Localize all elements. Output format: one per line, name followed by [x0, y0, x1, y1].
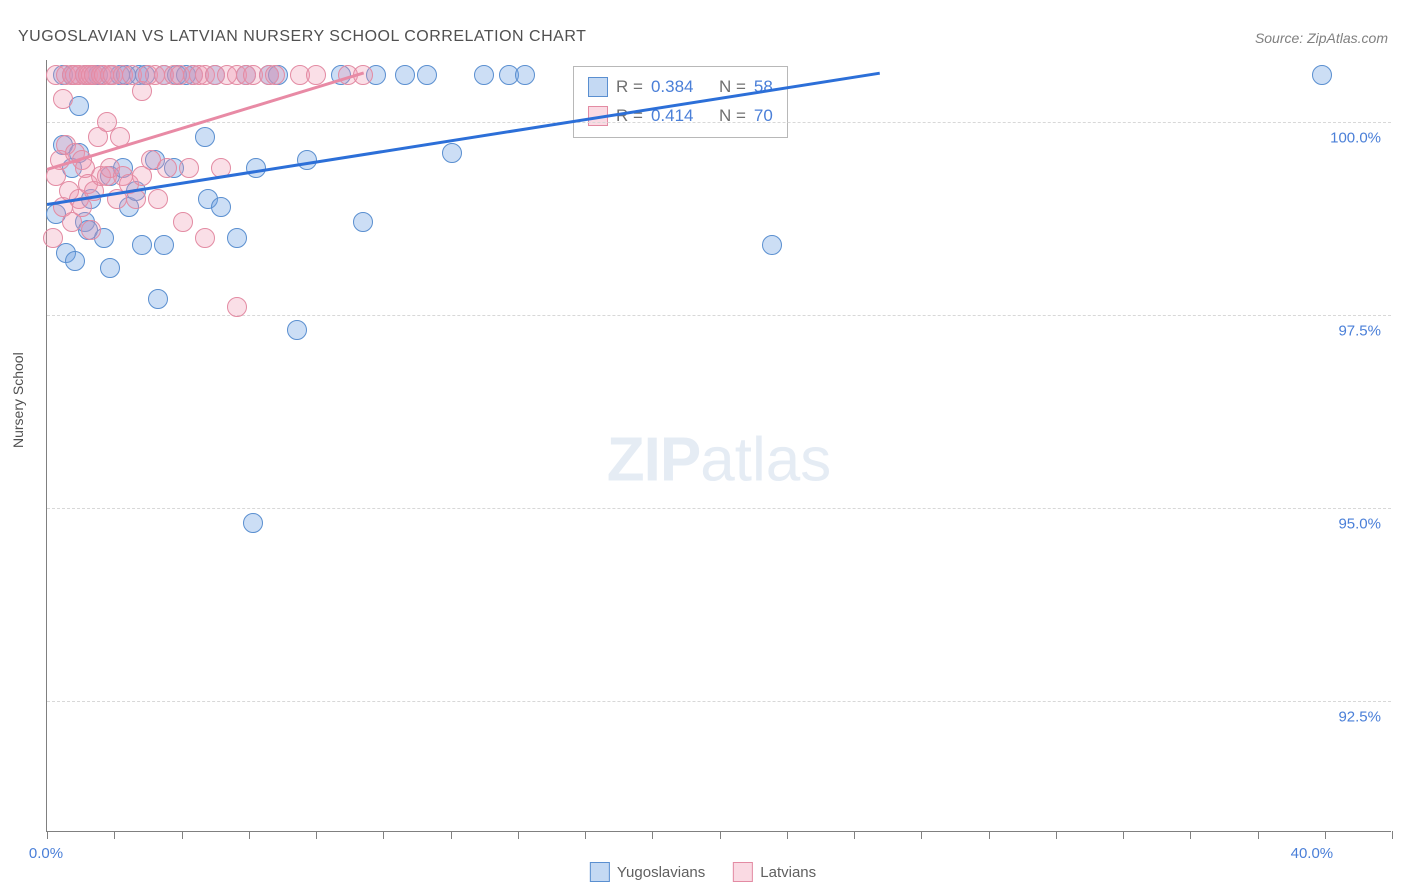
data-point-yugoslavians	[515, 65, 535, 85]
data-point-latvians	[265, 65, 285, 85]
data-point-yugoslavians	[243, 513, 263, 533]
x-tick	[316, 831, 317, 839]
data-point-latvians	[157, 158, 177, 178]
data-point-yugoslavians	[287, 320, 307, 340]
x-tick	[787, 831, 788, 839]
watermark-light: atlas	[700, 426, 831, 495]
data-point-yugoslavians	[227, 228, 247, 248]
x-tick	[47, 831, 48, 839]
data-point-yugoslavians	[417, 65, 437, 85]
r-value: 0.384	[651, 73, 694, 102]
gridline-h	[47, 701, 1391, 702]
watermark: ZIPatlas	[607, 425, 831, 496]
x-tick	[383, 831, 384, 839]
x-tick-label: 40.0%	[1291, 845, 1334, 862]
y-tick-label: 97.5%	[1338, 322, 1381, 339]
watermark-bold: ZIP	[607, 426, 700, 495]
legend-label: Latvians	[760, 864, 816, 881]
trend-line-yugoslavians	[47, 72, 880, 206]
legend-item-yugoslavians: Yugoslavians	[590, 862, 705, 882]
legend-label: Yugoslavians	[617, 864, 705, 881]
gridline-h	[47, 122, 1391, 123]
swatch-yugoslavians-icon	[588, 77, 608, 97]
x-tick	[854, 831, 855, 839]
series-legend: Yugoslavians Latvians	[590, 862, 816, 882]
legend-item-latvians: Latvians	[733, 862, 816, 882]
source-label: Source: ZipAtlas.com	[1255, 30, 1388, 46]
x-tick	[451, 831, 452, 839]
data-point-latvians	[148, 189, 168, 209]
y-tick-label: 100.0%	[1330, 129, 1381, 146]
data-point-yugoslavians	[353, 212, 373, 232]
x-tick	[1258, 831, 1259, 839]
data-point-yugoslavians	[100, 258, 120, 278]
x-tick	[249, 831, 250, 839]
x-tick	[989, 831, 990, 839]
swatch-yugoslavians-icon	[590, 862, 610, 882]
x-tick	[114, 831, 115, 839]
x-tick	[1056, 831, 1057, 839]
data-point-latvians	[173, 212, 193, 232]
x-tick	[585, 831, 586, 839]
stats-row-yugoslavians: R = 0.384 N = 58	[588, 73, 773, 102]
data-point-latvians	[43, 228, 63, 248]
data-point-yugoslavians	[762, 235, 782, 255]
data-point-latvians	[53, 89, 73, 109]
data-point-yugoslavians	[154, 235, 174, 255]
data-point-yugoslavians	[132, 235, 152, 255]
data-point-yugoslavians	[65, 251, 85, 271]
data-point-yugoslavians	[148, 289, 168, 309]
x-tick	[652, 831, 653, 839]
r-label: R =	[616, 73, 643, 102]
data-point-yugoslavians	[442, 143, 462, 163]
x-tick	[720, 831, 721, 839]
gridline-h	[47, 315, 1391, 316]
swatch-latvians-icon	[733, 862, 753, 882]
data-point-yugoslavians	[474, 65, 494, 85]
data-point-yugoslavians	[1312, 65, 1332, 85]
stats-box: R = 0.384 N = 58 R = 0.414 N = 70	[573, 66, 788, 138]
x-tick	[518, 831, 519, 839]
r-label: R =	[616, 102, 643, 131]
chart-title: YUGOSLAVIAN VS LATVIAN NURSERY SCHOOL CO…	[18, 28, 586, 46]
plot-area: ZIPatlas R = 0.384 N = 58 R = 0.414 N = …	[46, 60, 1391, 832]
y-tick-label: 95.0%	[1338, 515, 1381, 532]
x-tick	[182, 831, 183, 839]
data-point-latvians	[227, 297, 247, 317]
x-tick	[921, 831, 922, 839]
n-value: 58	[754, 73, 773, 102]
x-tick-label: 0.0%	[29, 845, 63, 862]
data-point-latvians	[195, 228, 215, 248]
data-point-yugoslavians	[195, 127, 215, 147]
data-point-latvians	[306, 65, 326, 85]
n-value: 70	[754, 102, 773, 131]
data-point-yugoslavians	[395, 65, 415, 85]
data-point-latvians	[179, 158, 199, 178]
data-point-yugoslavians	[211, 197, 231, 217]
n-label: N =	[719, 102, 746, 131]
x-tick	[1123, 831, 1124, 839]
y-tick-label: 92.5%	[1338, 708, 1381, 725]
x-tick	[1190, 831, 1191, 839]
data-point-latvians	[81, 220, 101, 240]
x-tick	[1325, 831, 1326, 839]
stats-row-latvians: R = 0.414 N = 70	[588, 102, 773, 131]
gridline-h	[47, 508, 1391, 509]
x-tick	[1392, 831, 1393, 839]
y-axis-label: Nursery School	[10, 352, 26, 448]
